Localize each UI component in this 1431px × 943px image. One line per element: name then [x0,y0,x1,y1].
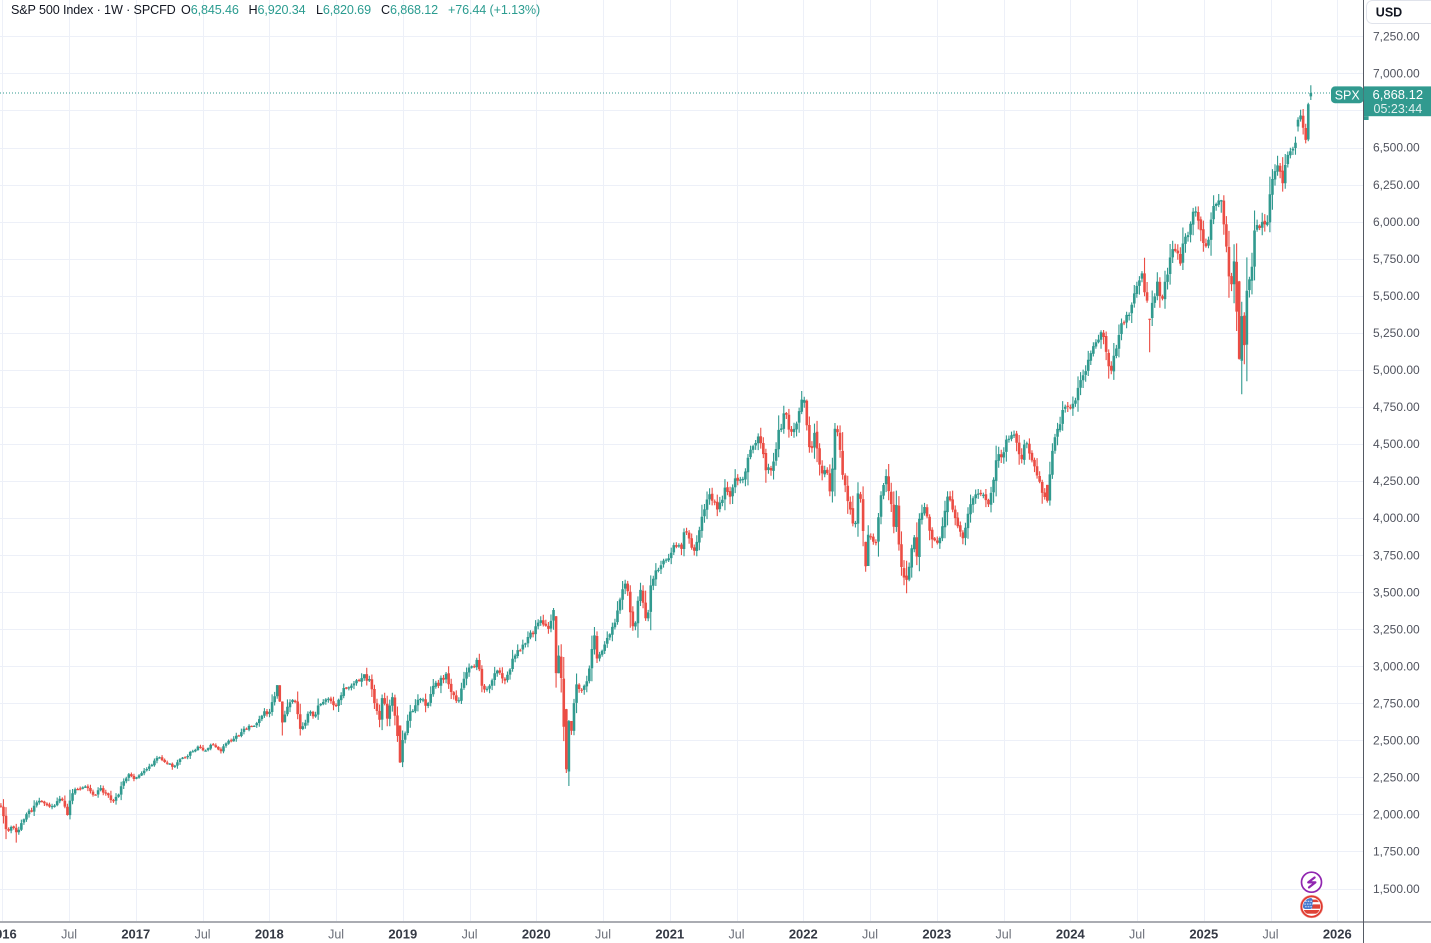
svg-text:3,250.00: 3,250.00 [1373,622,1420,636]
svg-text:Jul: Jul [61,928,77,942]
svg-text:L6,820.69: L6,820.69 [316,3,371,17]
svg-text:2020: 2020 [522,927,551,942]
svg-text:2016: 2016 [0,927,17,942]
svg-text:2023: 2023 [922,927,951,942]
svg-text:Jul: Jul [462,928,478,942]
svg-text:6,868.12: 6,868.12 [1373,87,1424,102]
svg-text:O6,845.46: O6,845.46 [181,3,239,17]
svg-text:3,500.00: 3,500.00 [1373,585,1420,599]
svg-text:Jul: Jul [996,928,1012,942]
svg-text:2021: 2021 [655,927,684,942]
svg-text:USD: USD [1376,6,1402,20]
svg-text:S&P 500 Index · 1W · SPCFD: S&P 500 Index · 1W · SPCFD [11,3,176,17]
svg-text:2017: 2017 [121,927,150,942]
svg-text:2026: 2026 [1323,927,1352,942]
svg-text:7,000.00: 7,000.00 [1373,67,1420,81]
svg-text:6,000.00: 6,000.00 [1373,215,1420,229]
svg-text:6,250.00: 6,250.00 [1373,178,1420,192]
svg-text:2024: 2024 [1056,927,1086,942]
svg-text:4,250.00: 4,250.00 [1373,474,1420,488]
svg-text:6,500.00: 6,500.00 [1373,141,1420,155]
svg-text:7,250.00: 7,250.00 [1373,30,1420,44]
svg-text:Jul: Jul [195,928,211,942]
svg-text:+76.44 (+1.13%): +76.44 (+1.13%) [448,3,540,17]
svg-text:Jul: Jul [1263,928,1279,942]
svg-text:4,500.00: 4,500.00 [1373,437,1420,451]
svg-text:Jul: Jul [862,928,878,942]
svg-text:SPX: SPX [1335,88,1361,102]
svg-text:Jul: Jul [729,928,745,942]
svg-text:Jul: Jul [328,928,344,942]
svg-text:1,500.00: 1,500.00 [1373,882,1420,896]
svg-text:Jul: Jul [595,928,611,942]
svg-text:1,750.00: 1,750.00 [1373,845,1420,859]
svg-text:Jul: Jul [1129,928,1145,942]
svg-text:2,750.00: 2,750.00 [1373,697,1420,711]
svg-text:5,250.00: 5,250.00 [1373,326,1420,340]
svg-text:4,000.00: 4,000.00 [1373,511,1420,525]
svg-text:2,500.00: 2,500.00 [1373,734,1420,748]
svg-text:5,000.00: 5,000.00 [1373,363,1420,377]
svg-text:3,000.00: 3,000.00 [1373,659,1420,673]
svg-text:05:23:44: 05:23:44 [1374,102,1423,116]
svg-text:5,750.00: 5,750.00 [1373,252,1420,266]
svg-text:5,500.00: 5,500.00 [1373,289,1420,303]
svg-text:H6,920.34: H6,920.34 [249,3,306,17]
svg-text:4,750.00: 4,750.00 [1373,400,1420,414]
svg-text:2022: 2022 [789,927,818,942]
svg-text:3,750.00: 3,750.00 [1373,548,1420,562]
svg-text:2018: 2018 [255,927,284,942]
svg-text:C6,868.12: C6,868.12 [381,3,438,17]
svg-text:2,250.00: 2,250.00 [1373,771,1420,785]
svg-text:2019: 2019 [388,927,417,942]
svg-text:2,000.00: 2,000.00 [1373,808,1420,822]
svg-text:2025: 2025 [1189,927,1218,942]
